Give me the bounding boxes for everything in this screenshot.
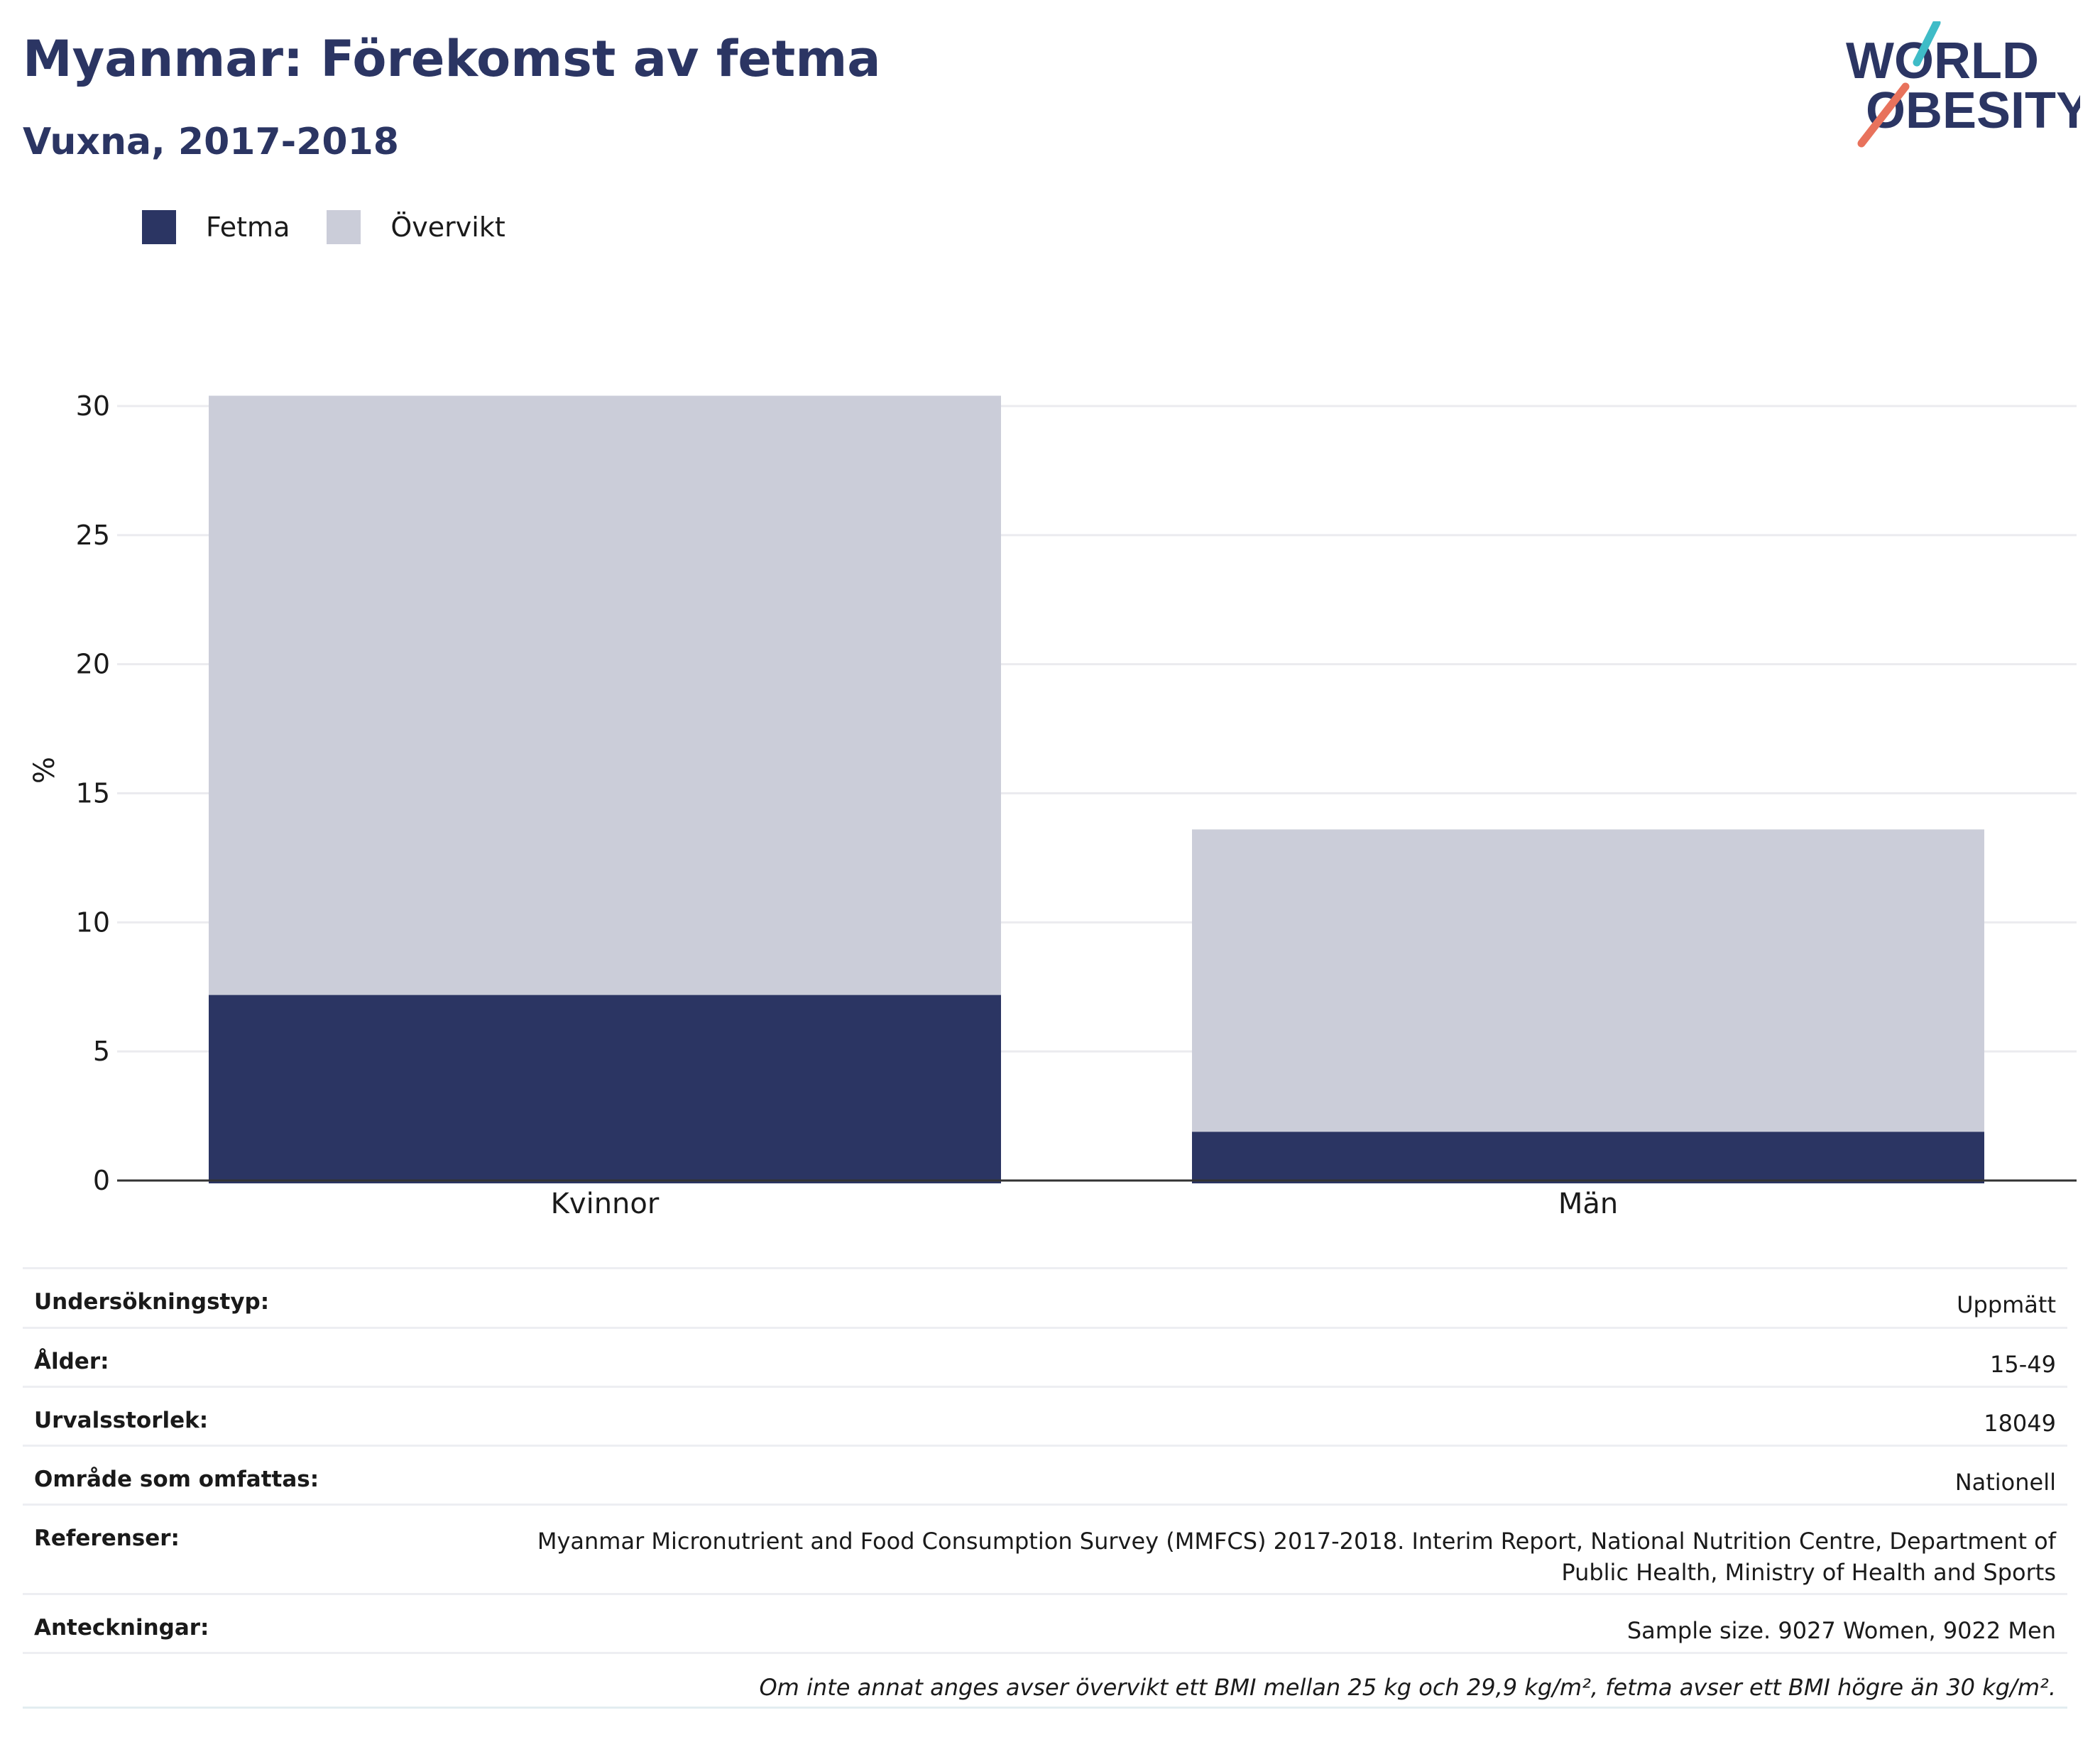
bar-fetma-0 [209,995,1001,1183]
bar-overvikt-1 [1192,829,1984,1132]
info-key: Referenser: [34,1526,180,1551]
x-tick-label: Kvinnor [551,1188,660,1220]
world-obesity-logo: WORLD OBESITY [1846,21,2080,148]
chart-title: Myanmar: Förekomst av fetma [23,30,881,88]
y-tick-label: 0 [93,1165,110,1196]
info-value: 15-49 [1990,1351,2056,1378]
info-key: Område som omfattas: [34,1467,319,1492]
info-row-coverage: Område som omfattas: Nationell [23,1445,2067,1504]
info-value: Sample size. 9027 Women, 9022 Men [1626,1617,2056,1644]
legend-label-overvikt: Övervikt [390,212,505,243]
info-key: Ålder: [34,1349,109,1374]
bar-overvikt-0 [209,395,1001,995]
legend-swatch-fetma [142,210,176,244]
stacked-bar-chart: 0 5 10 15 20 25 30% Kvinnor Män [28,390,2077,1220]
info-row-notes: Anteckningar: Sample size. 9027 Women, 9… [23,1593,2067,1652]
logo-teal-stroke [1913,21,1941,67]
chart-legend: Fetma Övervikt [142,210,542,244]
info-row-sample-size: Urvalsstorlek: 18049 [23,1386,2067,1445]
info-value: Nationell [1954,1469,2056,1496]
y-tick-label: 10 [76,907,110,938]
logo-line1: WORLD [1846,33,2039,89]
legend-label-fetma: Fetma [206,212,290,243]
legend-swatch-overvikt [327,210,361,244]
chart-subtitle: Vuxna, 2017-2018 [23,121,399,163]
y-tick-label: 5 [93,1036,110,1067]
definition-note: Om inte annat anges avser övervikt ett B… [23,1652,2067,1709]
info-value: 18049 [1984,1410,2056,1437]
info-table: Undersökningstyp: Uppmätt Ålder: 15-49 U… [23,1267,2067,1709]
info-value: Uppmätt [1957,1291,2056,1318]
logo-coral-stroke [1857,82,1910,148]
info-key: Undersökningstyp: [34,1289,270,1315]
bar-fetma-1 [1192,1131,1984,1183]
legend-item-fetma[interactable]: Fetma [142,210,290,244]
y-axis-label: % [28,757,61,784]
legend-item-overvikt[interactable]: Övervikt [327,210,505,244]
y-tick-label: 30 [76,390,110,422]
x-tick-label: Män [1558,1188,1618,1220]
y-tick-label: 20 [76,649,110,680]
info-row-survey-type: Undersökningstyp: Uppmätt [23,1267,2067,1327]
info-row-references: Referenser: Myanmar Micronutrient and Fo… [23,1504,2067,1593]
info-key: Anteckningar: [34,1615,209,1641]
y-tick-label: 25 [76,520,110,551]
info-row-age: Ålder: 15-49 [23,1327,2067,1386]
info-key: Urvalsstorlek: [34,1408,209,1433]
info-value: Myanmar Micronutrient and Food Consumpti… [537,1528,2056,1586]
y-tick-label: 15 [76,778,110,809]
